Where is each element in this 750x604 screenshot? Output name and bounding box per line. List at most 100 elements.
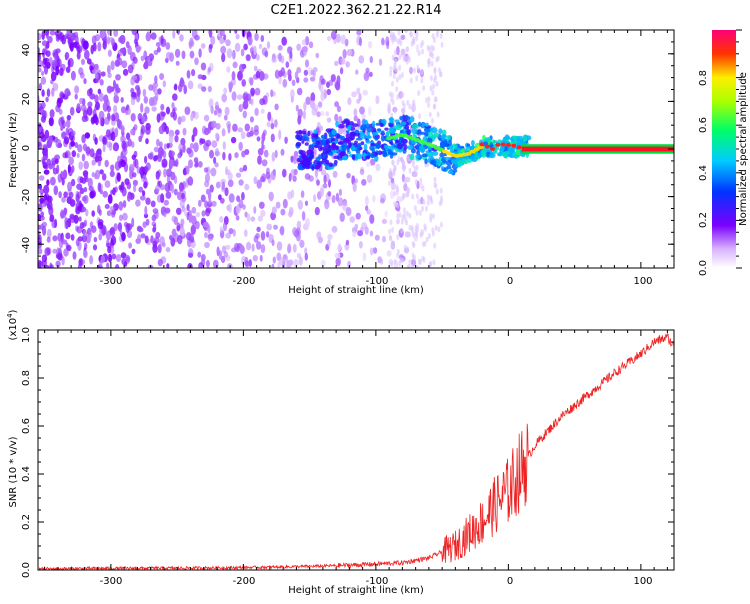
noise-blob [145,138,149,145]
signal-blob [493,150,498,154]
noise-blob [189,50,195,59]
noise-blob [391,92,394,99]
signal-blob [489,152,496,159]
noise-blob [201,210,206,217]
noise-blob [393,165,397,172]
noise-blob [215,105,220,111]
signal-blob [355,153,363,160]
noise-blob [228,203,232,214]
signal-blob [440,166,445,170]
noise-blob [419,232,423,238]
noise-blob [144,155,148,164]
noise-blob [98,233,102,241]
noise-blob [95,101,100,111]
spectrogram-heatmap [38,30,674,268]
noise-blob [186,70,191,79]
noise-blob [305,217,310,228]
noise-blob [85,209,89,217]
signal-blob [365,135,372,139]
noise-blob [426,199,430,206]
signal-blob [365,155,371,160]
noise-blob [239,167,245,173]
noise-blob [429,195,433,202]
noise-blob [106,262,110,268]
steady-tone-line [521,146,674,152]
noise-blob [102,143,106,153]
noise-blob [101,173,107,181]
noise-blob [188,233,194,243]
noise-blob [86,89,92,97]
noise-blob [50,71,57,82]
noise-blob [310,69,315,76]
noise-blob [241,79,246,87]
noise-blob [200,254,206,261]
snr-panel: -300 -200 -100 0 100 Height of straight … [6,309,675,596]
noise-blob [439,71,442,78]
noise-blob [58,191,62,199]
noise-blob [406,99,410,106]
noise-blob [256,241,262,250]
noise-blob [153,49,159,56]
noise-blob [41,221,48,228]
noise-blob [131,75,138,81]
noise-blob [430,60,434,67]
signal-blob [337,141,343,145]
noise-blob [222,221,228,232]
noise-blob [396,248,400,255]
noise-blob [274,103,279,111]
noise-blob [160,111,166,117]
noise-blob [169,159,174,167]
noise-blob [47,36,53,44]
signal-blob [295,141,302,147]
noise-blob [431,89,435,96]
noise-blob [62,131,66,139]
noise-blob [244,123,250,132]
noise-blob [226,121,232,129]
chart-title: C2E1.2022.362.21.22.R14 [270,3,441,18]
noise-blob [97,204,101,214]
noise-blob [313,194,317,203]
noise-blob [214,148,220,157]
signal-blob [331,129,337,136]
noise-blob [405,46,409,53]
signal-blob [301,140,305,144]
noise-blob [81,221,86,228]
noise-blob [115,254,122,262]
noise-blob [303,77,309,83]
noise-blob [280,148,285,156]
noise-blob [60,211,67,219]
signal-blob [512,135,518,141]
noise-blob [211,140,218,148]
noise-blob [293,168,298,176]
signal-blob [328,151,333,156]
noise-blob [368,71,373,77]
noise-blob [260,108,265,114]
noise-blob [82,98,86,106]
noise-blob [157,88,162,95]
noise-blob [71,150,77,158]
noise-blob [43,169,50,175]
signal-blob [297,164,304,171]
signal-blob [456,147,461,151]
noise-blob [323,174,327,185]
noise-blob [346,172,351,179]
noise-blob [240,131,246,140]
noise-blob [272,256,276,264]
noise-blob [254,107,259,116]
signal-blob [416,150,420,156]
noise-blob [273,224,278,230]
noise-blob [83,160,89,170]
noise-blob [128,242,133,249]
noise-blob [127,138,132,147]
noise-blob [50,176,56,186]
noise-blob [119,34,126,45]
noise-blob [290,156,294,163]
noise-blob [238,199,244,209]
noise-blob [433,176,437,183]
noise-blob [369,230,374,237]
noise-blob [390,260,394,267]
noise-blob [207,85,212,93]
noise-blob [164,207,171,214]
noise-blob [381,37,385,46]
noise-blob [352,230,357,238]
